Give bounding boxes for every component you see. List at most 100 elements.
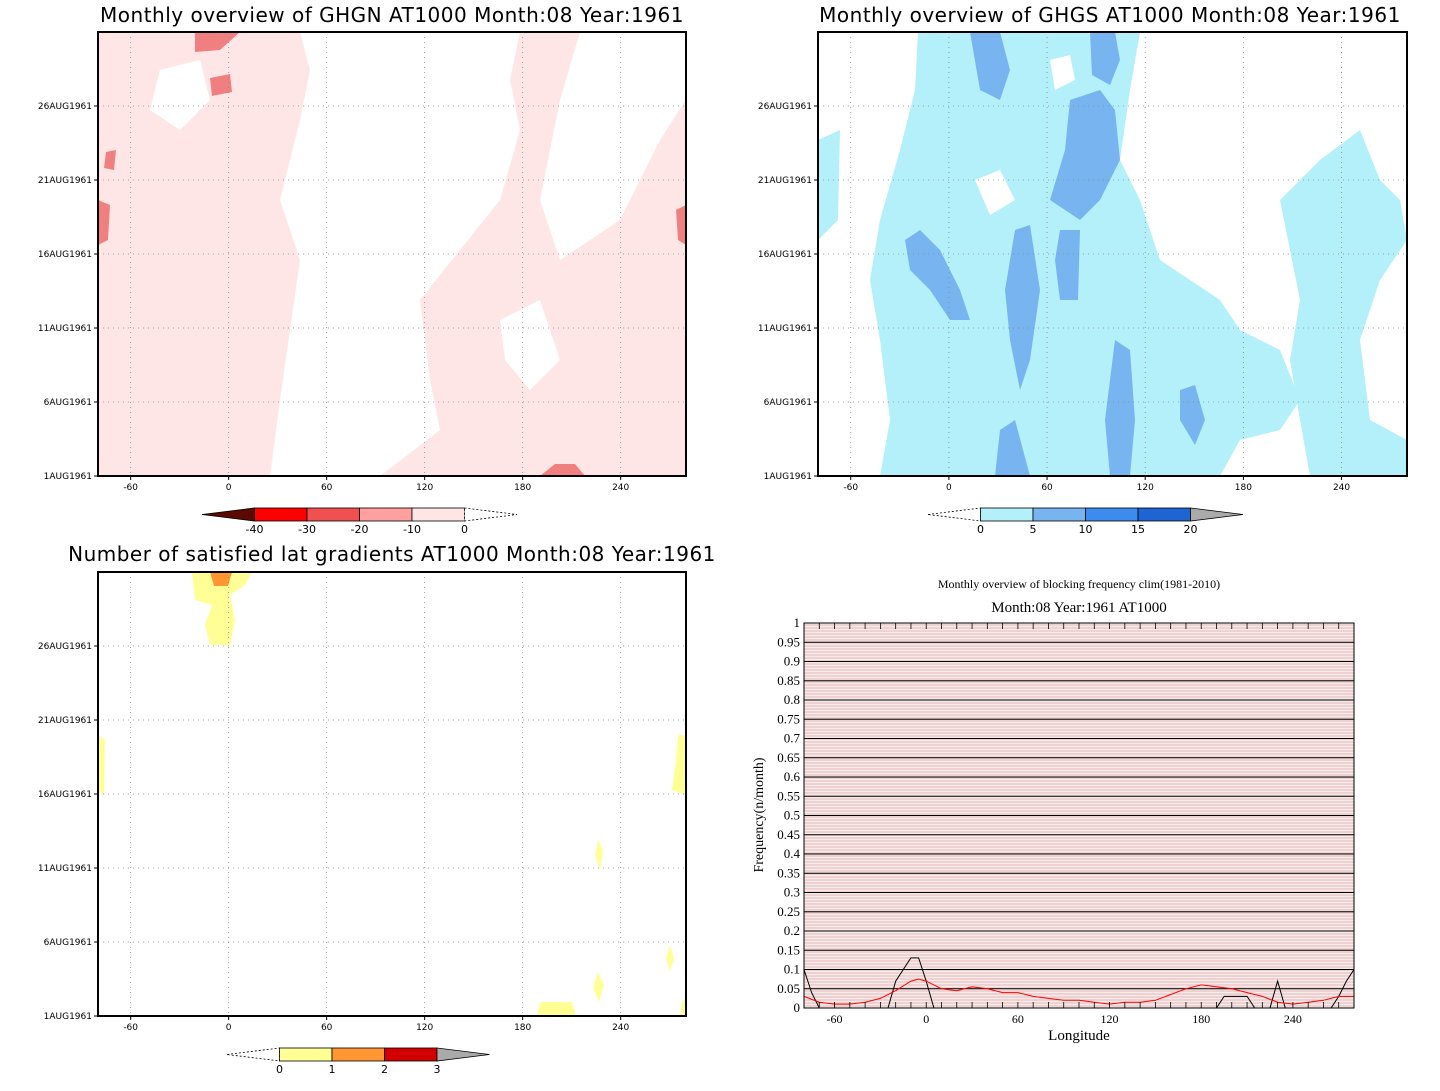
blocking-tick-label-y: 0.8 [784,692,800,707]
ghgn-y-axis: 1AUG1961 6AUG1961 11AUG1961 16AUG1961 21AUG1… [38,102,98,482]
blocking-tick-label-y: 0.9 [784,654,800,669]
latgrad-plot-area: 1AUG1961 6AUG1961 11AUG1961 16AUG1961 21AUG1… [38,571,687,1033]
latgrad-2-blob [210,572,232,586]
latgrad-panel: Number of satisfied lat gradients AT1000… [38,542,715,1076]
ghgs-white-hole [1050,55,1075,90]
ghgs-colorbar-swatch [1085,507,1139,522]
blocking-tick-label-y: 0.3 [784,885,800,900]
ghgs-panel: Monthly overview of GHGS AT1000 Month:08… [758,3,1408,536]
blocking-tick-label-y: 0.55 [777,788,800,803]
ghgn-colorbar-triangle [201,507,255,522]
ghgs-5-10-region [970,32,1010,100]
ghgs-tick-label-x: -60 [843,483,858,493]
ghgn-minus10-blob [104,150,116,170]
blocking-y-axis: 0 0.05 0.1 0.15 0.2 0.25 0.3 0.35 0.4 0.45 0.5 0.55… [777,615,800,1015]
ghgs-5-10-region [1105,340,1135,476]
ghgn-grid [98,32,686,476]
ghgn-zero-region [230,32,686,476]
blocking-tick-label-y: 0.4 [784,846,801,861]
latgrad-colorbar: 0 1 2 3 [226,1047,490,1076]
latgrad-x-axis: -60 0 60 120 180 240 [123,1016,630,1033]
ghgs-colorbar-label: 15 [1131,523,1145,536]
blocking-series-line-2 [803,978,1354,1005]
blocking-tick-label-y: 0.15 [777,942,800,957]
latgrad-tick-label-y: 21AUG1961 [38,716,92,726]
ghgs-tick-label-y: 1AUG1961 [764,472,812,482]
latgrad-colorbar-label: 3 [434,1063,441,1076]
blocking-tick-label-y: 0.25 [777,904,800,919]
ghgs-0-5-region [870,32,1300,476]
blocking-tick-label-y: 0.2 [784,923,800,938]
ghgs-5-10-region [1180,385,1205,445]
latgrad-1-blob [672,735,686,795]
blocking-tick-label-x: 120 [1101,1012,1119,1026]
blocking-tick-label-y: 0.95 [777,634,800,649]
ghgn-tick-label-y: 1AUG1961 [44,472,92,482]
ghgs-plot-area: 1AUG1961 6AUG1961 11AUG1961 16AUG1961 21AUG1… [758,31,1408,493]
latgrad-tick-label-y: 16AUG1961 [38,790,92,800]
latgrad-tick-label-y: 1AUG1961 [44,1012,92,1022]
ghgn-tick-label-y: 11AUG1961 [38,324,92,334]
latgrad-background [98,572,686,1016]
latgrad-1-blob [595,840,603,870]
blocking-tick-label-y: 0.35 [777,865,800,880]
ghgs-colorbar-swatch [980,507,1034,522]
ghgn-tick-label-y: 26AUG1961 [38,102,92,112]
ghgn-colorbar-label: -30 [298,523,316,536]
ghgn-colorbar-swatch [306,507,360,522]
ghgn-colorbar: -40 -30 -20 -10 0 [201,507,518,536]
blocking-tick-label-y: 0.45 [777,827,800,842]
latgrad-1-blob [98,735,105,795]
ghgs-5-10-region [1090,32,1120,85]
ghgs-tick-label-x: 120 [1137,483,1154,493]
ghgn-panel: Monthly overview of GHGN AT1000 Month:08… [38,3,687,536]
ghgn-tick-label-y: 21AUG1961 [38,176,92,186]
ghgs-0-5-region-west [818,130,840,240]
latgrad-colorbar-swatch [384,1047,438,1062]
ghgs-colorbar: 0 5 10 15 20 [927,507,1244,536]
blocking-ylabel: Frequency(n/month) [752,757,767,872]
latgrad-1-blob [680,998,686,1016]
blocking-tick-label-y: 0.85 [777,673,800,688]
ghgs-white-hole [975,170,1015,215]
ghgn-zero-region-2 [150,60,210,130]
latgrad-tick-label-x: 0 [226,1023,232,1033]
ghgn-colorbar-label: -10 [403,523,421,536]
ghgn-tick-label-x: -60 [123,483,138,493]
ghgs-tick-label-x: 240 [1333,483,1350,493]
blocking-tick-label-y: 1 [794,615,801,630]
ghgn-colorbar-triangle [464,507,518,522]
ghgs-colorbar-swatch [1137,507,1191,522]
ghgn-minus10-blob [98,200,110,245]
ghgn-zero-region-3 [500,300,560,390]
ghgn-minus10-blob [676,205,686,245]
latgrad-colorbar-triangle [226,1047,280,1062]
latgrad-colorbar-label: 2 [381,1063,388,1076]
ghgs-colorbar-triangle [1190,507,1244,522]
ghgs-0-5-region-east [1280,130,1407,476]
latgrad-tick-label-x: 120 [416,1023,433,1033]
ghgs-x-axis: -60 0 60 120 180 240 [843,476,1350,493]
ghgn-tick-label-x: 0 [226,483,232,493]
latgrad-1-blob [537,1002,576,1016]
latgrad-colorbar-triangle [436,1047,490,1062]
latgrad-tick-label-y: 6AUG1961 [44,938,92,948]
ghgs-title: Monthly overview of GHGS AT1000 Month:08… [819,3,1401,27]
blocking-xlabel: Longitude [1048,1028,1110,1044]
blocking-tick-label-x: 60 [1012,1012,1024,1026]
ghgn-tick-label-y: 16AUG1961 [38,250,92,260]
ghgs-grid [818,32,1407,476]
ghgs-5-10-region [905,230,970,320]
ghgs-colorbar-label: 10 [1079,523,1093,536]
latgrad-1-blob [666,945,674,972]
ghgn-plot-area: 1AUG1961 6AUG1961 11AUG1961 16AUG1961 21AUG1… [38,31,687,493]
ghgn-tick-label-x: 60 [321,483,333,493]
blocking-x-axis: -60 0 60 120 180 240 [803,623,1355,1026]
ghgn-colorbar-label: 0 [461,523,468,536]
ghgs-colorbar-label: 0 [977,523,984,536]
ghgn-title: Monthly overview of GHGN AT1000 Month:08… [100,3,684,27]
blocking-panel: Monthly overview of blocking frequency c… [752,577,1355,1044]
blocking-grid [804,622,1354,1009]
latgrad-colorbar-swatch [279,1047,333,1062]
blocking-subtitle: Month:08 Year:1961 AT1000 [991,600,1166,616]
